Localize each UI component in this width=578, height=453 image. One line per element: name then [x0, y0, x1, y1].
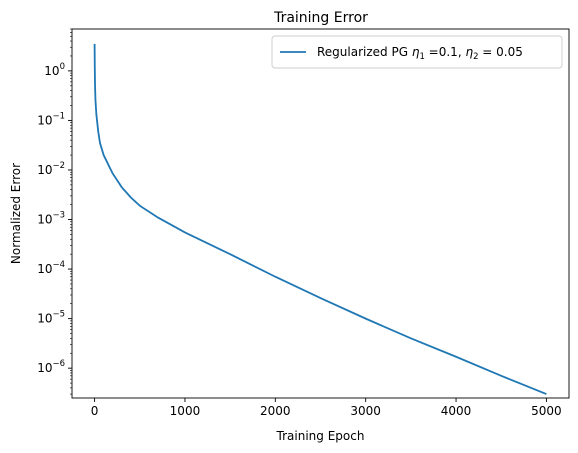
y-tick-label: 10−1 [37, 111, 65, 127]
x-tick-label: 1000 [170, 404, 201, 418]
legend-suffix: = 0.05 [478, 45, 522, 59]
y-tick-label: 10−5 [37, 310, 65, 326]
x-tick-label: 2000 [260, 404, 291, 418]
x-axis-ticks: 0 1000 2000 3000 4000 5000 [91, 398, 562, 418]
legend-sub-1: 1 [419, 52, 424, 62]
legend-sub-2: 2 [473, 52, 478, 62]
legend-eta-2: η [465, 45, 473, 59]
legend: Regularized PG η1 =0.1, η2 = 0.05 [271, 35, 563, 69]
legend-mid: =0.1, [425, 45, 466, 59]
y-axis-label: Normalized Error [9, 163, 23, 264]
legend-entry: Regularized PG η1 =0.1, η2 = 0.05 [317, 45, 523, 62]
x-axis-label: Training Epoch [276, 429, 365, 443]
y-tick-label: 10−6 [37, 359, 65, 375]
y-tick-label: 10−4 [37, 260, 65, 276]
y-tick-label: 10−3 [37, 211, 65, 227]
legend-eta-1: η [412, 45, 420, 59]
y-axis-ticks: 100 10−1 10−2 10−3 10−4 10−5 10−6 [37, 28, 72, 395]
x-tick-label: 4000 [441, 404, 472, 418]
legend-box [271, 35, 563, 69]
x-tick-label: 5000 [531, 404, 562, 418]
plot-frame [71, 28, 570, 399]
series-line-regularized-pg [93, 43, 547, 395]
y-tick-label: 100 [44, 62, 65, 78]
y-tick-label: 10−2 [37, 161, 65, 177]
legend-prefix: Regularized PG [317, 45, 412, 59]
chart-title: Training Error [273, 10, 368, 26]
x-tick-label: 3000 [350, 404, 381, 418]
x-tick-label: 0 [91, 404, 99, 418]
